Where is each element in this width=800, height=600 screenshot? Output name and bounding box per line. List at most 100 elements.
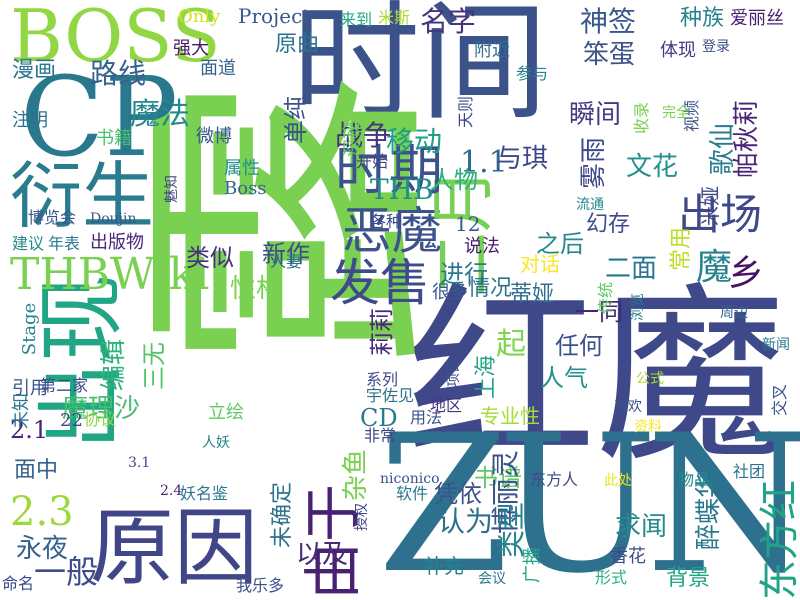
word: 一同 — [575, 298, 623, 326]
word: 未知 — [11, 393, 32, 429]
word: 周边 — [720, 305, 748, 321]
word: 单纯 — [282, 96, 310, 144]
word: 原因 — [90, 499, 259, 597]
word: 求闻 — [615, 512, 668, 542]
word: BOSS — [10, 0, 221, 78]
word: 3.1 — [128, 455, 151, 471]
word: 补充 — [424, 554, 464, 578]
word: 立绘 — [208, 402, 244, 423]
word: 地区 — [430, 396, 463, 415]
word: 形式 — [595, 568, 628, 587]
word: Boss — [224, 178, 267, 199]
word: 恶魔 — [342, 202, 442, 260]
word: 移动 — [386, 125, 443, 158]
word: 二面 — [605, 254, 658, 284]
word: 天则 — [456, 95, 476, 129]
word: 种族 — [680, 6, 725, 31]
word: 博览会 — [28, 208, 77, 227]
word: 人物 — [430, 166, 478, 194]
word: 背景 — [666, 566, 711, 591]
word: 完全 — [662, 105, 690, 121]
word: 参与 — [516, 64, 549, 83]
word: 米斯 — [378, 8, 411, 27]
word: 物品 — [678, 470, 711, 489]
word: 东方红 — [757, 480, 800, 600]
word: Project — [238, 4, 311, 28]
word: 原曲 — [275, 32, 320, 57]
word: 建议 — [12, 234, 45, 253]
word: 与琪 — [496, 144, 549, 174]
word: 强大 — [173, 38, 209, 59]
word: 杂鱼 — [341, 448, 372, 502]
word: 魅知 — [164, 175, 180, 203]
word: 宇佐见 — [366, 386, 415, 405]
word: 认为 — [437, 505, 494, 538]
word: 说法 — [464, 236, 500, 257]
word: 红魔 — [406, 266, 787, 487]
word: 米娅 — [698, 186, 722, 226]
word: 12 — [455, 212, 481, 236]
word: 2.1 — [10, 416, 49, 444]
word: 社团 — [733, 462, 766, 481]
word: 2.4 — [160, 483, 183, 499]
word: 乡 — [728, 253, 765, 294]
word: 任何 — [555, 332, 603, 360]
word: CD — [360, 404, 398, 432]
word: CP — [20, 53, 179, 181]
word: ZUN — [377, 394, 800, 600]
word: 浏览 — [630, 293, 646, 321]
word: 性格 — [230, 274, 283, 304]
word: 东方人 — [530, 470, 579, 489]
word: 年表 — [48, 234, 81, 253]
word: 永夜 — [16, 534, 69, 564]
word: 文花 — [626, 152, 679, 182]
word: 幻存 — [586, 212, 631, 237]
word: 帕秋莉 — [732, 99, 763, 179]
word: 开始 — [356, 152, 389, 171]
word: 各种 — [370, 212, 403, 231]
word: 神签 — [580, 5, 637, 38]
word: 项目 — [446, 359, 462, 387]
word: 对话 — [520, 252, 560, 276]
word: 人气 — [540, 364, 588, 392]
word: 类似 — [186, 244, 234, 272]
word: 公式 — [636, 371, 664, 387]
word: 注明 — [12, 110, 48, 131]
word: 笨蛋 — [583, 40, 636, 70]
word: 上海 — [474, 354, 500, 400]
word: 用法 — [410, 408, 443, 427]
word: THBWiki — [10, 249, 210, 300]
word: 属性 — [224, 158, 260, 179]
word: 名字 — [420, 5, 477, 38]
word: 流通 — [576, 197, 604, 213]
word: Stage — [19, 302, 41, 356]
word: 附近 — [474, 40, 510, 61]
word: THB — [370, 173, 434, 206]
word: 喜欢 — [614, 399, 642, 415]
word: 出版物 — [90, 232, 144, 253]
word: 深秘 — [342, 121, 363, 157]
word: 莉莉 — [368, 308, 396, 356]
word: 三无 — [140, 342, 168, 390]
word: 魔 — [696, 247, 733, 288]
word: 衍生 — [10, 154, 155, 238]
word: 时间 — [292, 0, 549, 138]
word: 新闻 — [762, 337, 790, 353]
word: 魔法 — [130, 97, 190, 132]
word: 体现 — [660, 40, 696, 61]
word: 软件 — [396, 484, 429, 503]
word: 常用 — [669, 226, 695, 272]
word: 香花 — [610, 546, 646, 567]
word: 以及 — [296, 540, 349, 570]
word: 资料 — [634, 419, 662, 435]
word: 妖名鉴 — [180, 484, 229, 503]
word: 授权 — [354, 503, 370, 531]
word: 1.1 — [460, 145, 508, 180]
word: 2.3 — [10, 489, 74, 535]
word: 命名 — [2, 574, 35, 593]
word: 登录 — [702, 39, 730, 55]
word: 发售 — [330, 254, 430, 312]
word: 编辑 — [99, 338, 130, 392]
word: 战争 — [335, 119, 392, 152]
